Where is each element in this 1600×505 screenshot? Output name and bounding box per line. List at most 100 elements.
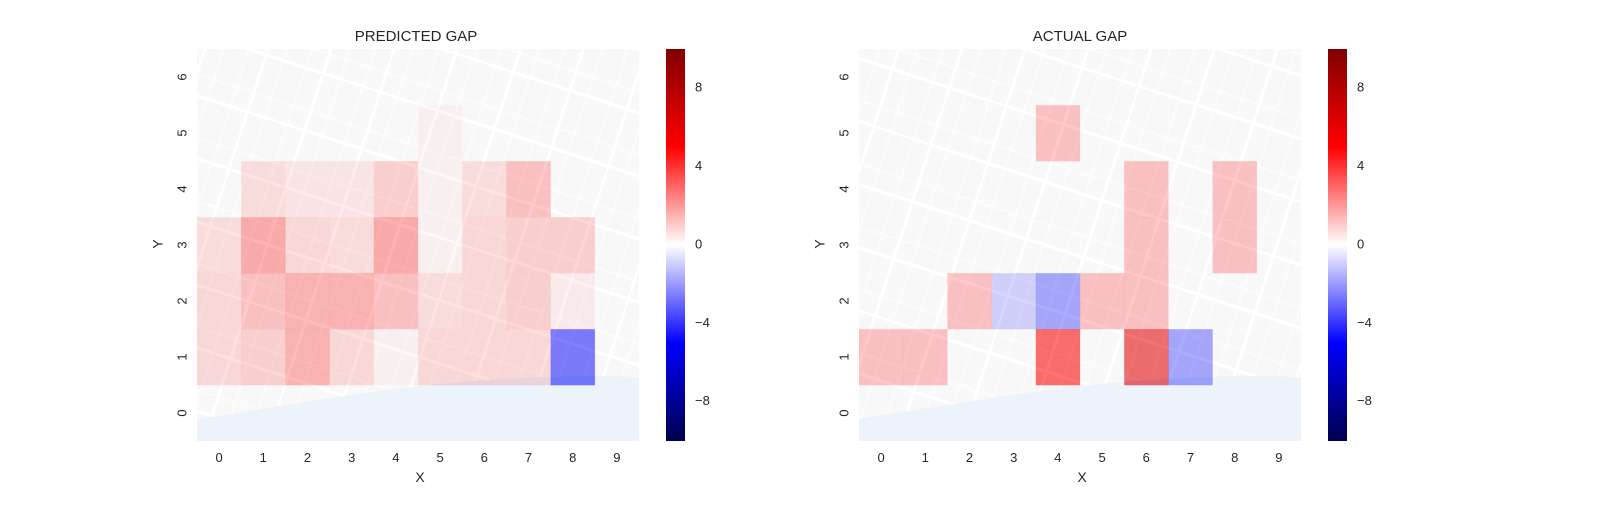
heatmap-cell [594, 105, 640, 162]
heatmap-cell [1035, 49, 1081, 106]
heatmap-cell [859, 329, 904, 386]
y-axis-label: Y [150, 239, 166, 249]
heatmap-cell [1212, 329, 1258, 386]
y-tick-label: 4 [836, 185, 851, 192]
heatmap-cell [329, 49, 375, 106]
y-tick-label: 6 [836, 73, 851, 80]
heatmap-cell [903, 161, 948, 218]
colorbar-tick-label: 0 [1357, 236, 1364, 251]
x-axis-label: X [1077, 469, 1087, 485]
heatmap-cell [1035, 105, 1081, 162]
heatmap-cell [1035, 385, 1081, 442]
heatmap-cell [197, 49, 242, 106]
heatmap-cell [1080, 273, 1125, 330]
heatmap-cell [506, 329, 551, 386]
heatmap-cell [1035, 273, 1081, 330]
heatmap-cell [241, 273, 286, 330]
heatmap-cell [506, 217, 551, 274]
heatmap-cell [1212, 273, 1258, 330]
heatmap-cell [1212, 105, 1258, 162]
heatmap-cell [506, 385, 551, 442]
heatmap-cell [373, 217, 419, 274]
heatmap-cell [241, 105, 286, 162]
heatmap-cell [1256, 161, 1302, 218]
heatmap-cell [506, 273, 551, 330]
heatmap-cell [594, 217, 640, 274]
x-tick-label: 6 [481, 450, 488, 465]
heatmap-cell [241, 49, 286, 106]
heatmap-cell [418, 105, 463, 162]
heatmap-cell [418, 49, 463, 106]
heatmap-cell [1168, 329, 1213, 386]
x-tick-label: 8 [1231, 450, 1238, 465]
heatmap-cell [506, 161, 551, 218]
colorbar [666, 49, 685, 441]
y-tick-label: 4 [174, 185, 189, 192]
heatmap-cell [1168, 273, 1213, 330]
x-tick-label: 0 [877, 450, 884, 465]
heatmap-cell [197, 161, 242, 218]
heatmap-cell [550, 49, 596, 106]
heatmap-cell [859, 385, 904, 442]
heatmap-cell [418, 385, 463, 442]
heatmap-cell [373, 161, 419, 218]
heatmap-cell [418, 329, 463, 386]
heatmap-cell [329, 161, 375, 218]
y-tick-label: 1 [174, 353, 189, 360]
y-tick-label: 0 [836, 409, 851, 416]
heatmap-cell [329, 217, 375, 274]
heatmap-cell [903, 385, 948, 442]
x-tick-label: 2 [304, 450, 311, 465]
colorbar-tick-label: 8 [695, 80, 702, 95]
heatmap-cell [241, 385, 286, 442]
heatmap-cell [373, 385, 419, 442]
heatmap-cell [594, 161, 640, 218]
heatmap-cell [462, 385, 507, 442]
heatmap-cell [197, 105, 242, 162]
heatmap-cell [903, 329, 948, 386]
heatmap-cell [1080, 161, 1125, 218]
heatmap-cell [1124, 273, 1169, 330]
heatmap-cell [418, 217, 463, 274]
heatmap-cell [1035, 161, 1081, 218]
heatmap-cell [947, 49, 992, 106]
heatmap-cell [1124, 217, 1169, 274]
heatmap-cell [418, 161, 463, 218]
x-tick-label: 9 [613, 450, 620, 465]
heatmap-panel-2: ACTUAL GAP 0 1 2 3 4 5 6 7 8 9 X 0 1 2 3 4 5 6 Y 8 4 0 −4 −8 [812, 28, 1372, 485]
heatmap-cell [991, 161, 1037, 218]
heatmap-cell [1256, 217, 1302, 274]
heatmap-cell [947, 385, 992, 442]
heatmap-cell [1168, 49, 1213, 106]
x-tick-label: 3 [1010, 450, 1017, 465]
heatmap-cell [1035, 329, 1081, 386]
heatmap-cell [1080, 49, 1125, 106]
heatmap-cell [903, 273, 948, 330]
colorbar-tick-label: 4 [1357, 158, 1364, 173]
x-tick-label: 6 [1143, 450, 1150, 465]
heatmap-cell [462, 161, 507, 218]
y-tick-label: 5 [836, 129, 851, 136]
y-tick-label: 0 [174, 409, 189, 416]
heatmap-cell [594, 329, 640, 386]
x-tick-label: 5 [436, 450, 443, 465]
x-tick-label: 7 [1187, 450, 1194, 465]
heatmap-cell [1124, 385, 1169, 442]
heatmap-cell [418, 273, 463, 330]
heatmap-cell [1212, 49, 1258, 106]
colorbar-tick-label: −8 [1357, 393, 1372, 408]
heatmap-cell [1212, 217, 1258, 274]
x-tick-label: 4 [1054, 450, 1061, 465]
heatmap-cell [947, 329, 992, 386]
colorbar-tick-label: 0 [695, 236, 702, 251]
heatmap-cell [462, 329, 507, 386]
heatmap-cell [947, 217, 992, 274]
heatmap-cell [329, 385, 375, 442]
heatmap-cell [859, 217, 904, 274]
heatmap-cell [1080, 105, 1125, 162]
y-tick-label: 2 [836, 297, 851, 304]
y-tick-label: 1 [836, 353, 851, 360]
heatmap-cell [594, 385, 640, 442]
